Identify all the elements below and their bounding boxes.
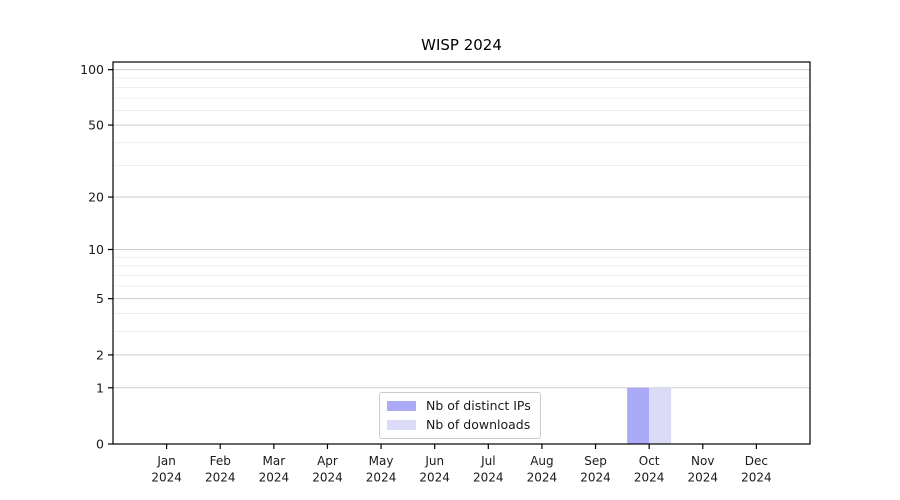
bar-oct-s1 xyxy=(649,387,672,444)
legend: Nb of distinct IPs Nb of downloads xyxy=(379,392,541,439)
x-tick-label-jan: Jan 2024 xyxy=(151,454,182,485)
y-tick-label-100: 100 xyxy=(80,62,104,77)
plot-border xyxy=(112,61,811,445)
bar-oct-s0 xyxy=(627,387,650,444)
y-tick-label-5: 5 xyxy=(96,291,104,306)
x-tick-label-jun: Jun 2024 xyxy=(419,454,450,485)
x-tick-label-apr: Apr 2024 xyxy=(312,454,343,485)
y-tick-label-1: 1 xyxy=(96,380,104,395)
x-tick-label-jul: Jul 2024 xyxy=(473,454,504,485)
x-tick-label-nov: Nov 2024 xyxy=(687,454,718,485)
x-tick-label-aug: Aug 2024 xyxy=(527,454,558,485)
legend-swatch-downloads xyxy=(387,420,416,430)
x-tick-label-sep: Sep 2024 xyxy=(580,454,611,485)
legend-swatch-distinct-ips xyxy=(387,401,416,411)
y-axis-ticks: 0 1 2 5 10 20 50 100 xyxy=(80,62,113,452)
y-tick-label-0: 0 xyxy=(96,437,104,452)
x-tick-label-may: May 2024 xyxy=(366,454,397,485)
minor-gridlines xyxy=(113,77,810,333)
y-tick-label-2: 2 xyxy=(96,347,104,362)
bars xyxy=(627,387,672,444)
x-tick-label-feb: Feb 2024 xyxy=(205,454,236,485)
major-gridlines xyxy=(113,69,810,389)
legend-item-distinct-ips: Nb of distinct IPs xyxy=(387,398,531,414)
y-tick-label-20: 20 xyxy=(88,190,104,205)
legend-item-downloads: Nb of downloads xyxy=(387,417,531,433)
x-tick-label-mar: Mar 2024 xyxy=(259,454,290,485)
y-tick-label-50: 50 xyxy=(88,118,104,133)
x-tick-label-oct: Oct 2024 xyxy=(634,454,665,485)
y-tick-label-10: 10 xyxy=(88,242,104,257)
chart-title: WISP 2024 xyxy=(421,36,502,54)
legend-label-distinct-ips: Nb of distinct IPs xyxy=(426,398,531,413)
x-tick-label-dec: Dec 2024 xyxy=(741,454,772,485)
x-axis-ticks: Jan 2024 Feb 2024 Mar 2024 Apr 2024 May 2024 Jun 20… xyxy=(151,444,772,485)
legend-label-downloads: Nb of downloads xyxy=(426,417,531,432)
